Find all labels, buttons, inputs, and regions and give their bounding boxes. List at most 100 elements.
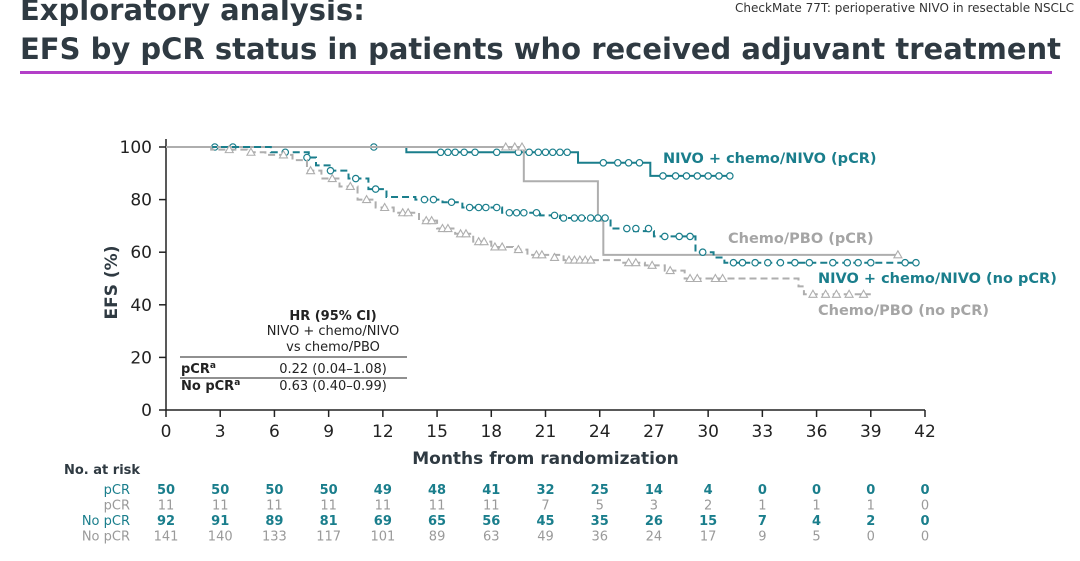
censor-marker: [541, 148, 550, 157]
x-tick-label: 39: [860, 422, 882, 442]
censor-marker: [513, 244, 524, 254]
risk-value: 0: [758, 483, 767, 498]
censor-marker: [613, 158, 622, 167]
censor-marker: [623, 224, 631, 233]
censor-marker: [489, 241, 500, 251]
censor-marker: [624, 158, 633, 167]
censor-marker: [451, 148, 459, 157]
hr-row-label: pCRa: [181, 361, 216, 377]
censor-marker: [675, 232, 684, 241]
censor-marker: [327, 173, 338, 183]
censor-marker: [594, 214, 602, 222]
risk-value: 7: [541, 499, 549, 514]
risk-value: 15: [699, 514, 717, 529]
censor-marker: [505, 208, 514, 217]
censor-marker: [345, 181, 356, 190]
series-line: [166, 146, 898, 256]
censor-marker: [550, 211, 559, 220]
risk-value: 81: [320, 514, 338, 529]
risk-value: 50: [211, 483, 229, 498]
censor-marker: [599, 158, 608, 167]
censor-marker: [379, 202, 390, 212]
censor-marker: [420, 195, 429, 204]
x-tick-label: 33: [752, 422, 774, 442]
risk-value: 49: [374, 483, 392, 498]
y-axis-label: EFS (%): [102, 246, 122, 320]
censor-marker: [559, 214, 568, 222]
censor-marker: [326, 166, 335, 175]
risk-value: 69: [374, 514, 392, 529]
censor-marker: [278, 149, 289, 159]
risk-value: 11: [483, 499, 500, 514]
censor-marker: [704, 172, 712, 180]
censor-marker: [577, 214, 586, 222]
censor-marker: [776, 258, 785, 267]
censor-marker: [912, 258, 920, 267]
censor-marker: [808, 289, 818, 298]
censor-marker: [549, 252, 560, 262]
trial-subtitle: CheckMate 77T: perioperative NIVO in res…: [735, 1, 1074, 15]
series-label: Chemo/PBO (no pCR): [818, 303, 989, 319]
risk-value: 11: [375, 499, 392, 514]
risk-value: 2: [866, 514, 875, 529]
censor-marker: [474, 203, 483, 212]
censor-marker: [548, 148, 557, 157]
censor-marker: [844, 289, 855, 298]
risk-value: 92: [157, 514, 175, 529]
risk-value: 17: [700, 530, 717, 545]
title-divider: [20, 71, 1052, 74]
risk-value: 3: [650, 499, 658, 514]
censor-marker: [866, 258, 875, 267]
censor-marker: [763, 258, 772, 267]
risk-value: 50: [320, 483, 338, 498]
risk-row-label: No pCR: [82, 514, 130, 529]
censor-marker: [534, 148, 543, 157]
risk-row-label: pCR: [104, 499, 130, 514]
risk-value: 41: [482, 483, 500, 498]
risk-value: 32: [536, 483, 554, 498]
x-tick-label: 12: [372, 422, 394, 442]
risk-value: 49: [537, 530, 554, 545]
censor-marker: [820, 289, 831, 298]
risk-value: 11: [429, 499, 446, 514]
risk-value: 91: [211, 514, 229, 529]
x-tick-label: 27: [643, 422, 665, 442]
x-tick-label: 0: [161, 422, 172, 442]
censor-marker: [351, 174, 360, 183]
hr-subheading: NIVO + chemo/NIVO: [267, 324, 399, 339]
censor-marker: [371, 185, 380, 193]
censor-marker: [738, 258, 747, 267]
x-tick-label: 15: [426, 422, 448, 442]
censor-marker: [632, 224, 640, 233]
censor-marker: [686, 232, 694, 241]
censor-marker: [685, 273, 696, 283]
censor-marker: [305, 165, 316, 175]
censor-marker: [660, 232, 669, 241]
censor-marker: [858, 289, 869, 298]
censor-marker: [729, 258, 738, 267]
risk-value: 35: [591, 514, 609, 529]
y-tick-label: 100: [120, 138, 152, 158]
censor-marker: [479, 236, 490, 246]
risk-value: 140: [208, 530, 233, 545]
censor-marker: [623, 257, 634, 267]
censor-marker: [635, 158, 644, 167]
risk-value: 26: [645, 514, 663, 529]
risk-value: 14: [645, 483, 663, 498]
risk-value: 133: [262, 530, 287, 545]
censor-marker: [465, 203, 474, 212]
risk-value: 0: [867, 530, 875, 545]
hr-row-value: 0.22 (0.04–1.08): [279, 362, 387, 377]
risk-value: 50: [157, 483, 175, 498]
censor-marker: [585, 254, 596, 264]
censor-marker: [556, 148, 564, 157]
hr-row-label: No pCRa: [181, 378, 240, 394]
censor-marker: [525, 148, 534, 157]
x-tick-label: 24: [589, 422, 611, 442]
censor-marker: [698, 248, 707, 257]
censor-marker: [492, 148, 501, 157]
risk-value: 141: [154, 530, 179, 545]
risk-value: 24: [646, 530, 663, 545]
censor-marker: [403, 207, 414, 217]
